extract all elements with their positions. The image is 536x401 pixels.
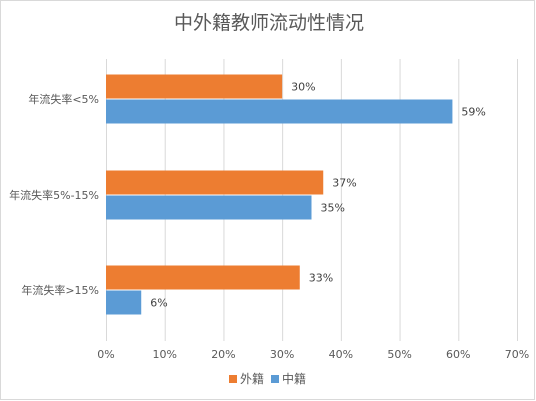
tick-label-20: 20%	[211, 348, 235, 361]
data-label-foreign-2: 33%	[309, 272, 333, 285]
data-label-chinese-0: 59%	[461, 106, 485, 119]
data-label-foreign-0: 30%	[291, 81, 315, 94]
legend-swatch-chinese	[271, 375, 279, 383]
bar-foreign-0	[106, 74, 283, 99]
value-axis: 0% 10% 20% 30% 40% 50% 60% 70%	[97, 348, 529, 361]
tick-label-50: 50%	[387, 348, 411, 361]
bar-foreign-2	[106, 265, 300, 290]
legend-label-foreign: 外籍	[240, 371, 264, 386]
tick-label-70: 70%	[505, 348, 529, 361]
data-labels: 30% 59% 37% 35% 33% 6%	[150, 81, 486, 310]
tick-label-30: 30%	[270, 348, 294, 361]
chart-title: 中外籍教师流动性情况	[174, 12, 364, 34]
bar-chinese-1	[106, 195, 312, 220]
legend-swatch-foreign	[229, 375, 237, 383]
legend-label-chinese: 中籍	[282, 371, 306, 386]
tick-label-10: 10%	[152, 348, 176, 361]
data-label-chinese-2: 6%	[150, 297, 167, 310]
bar-foreign-1	[106, 170, 324, 195]
legend: 外籍 中籍	[229, 371, 306, 386]
data-label-foreign-1: 37%	[332, 177, 356, 190]
bar-chinese-0	[106, 99, 453, 124]
category-axis: 年流失率<5% 年流失率5%-15% 年流失率>15%	[9, 92, 99, 297]
bar-chinese-2	[106, 290, 142, 315]
category-label-1: 年流失率5%-15%	[9, 188, 99, 202]
tick-label-40: 40%	[329, 348, 353, 361]
tick-label-0: 0%	[97, 348, 114, 361]
data-label-chinese-1: 35%	[321, 202, 345, 215]
bars	[106, 74, 453, 315]
tick-label-60: 60%	[446, 348, 470, 361]
category-label-0: 年流失率<5%	[28, 92, 99, 106]
category-label-2: 年流失率>15%	[21, 283, 99, 297]
